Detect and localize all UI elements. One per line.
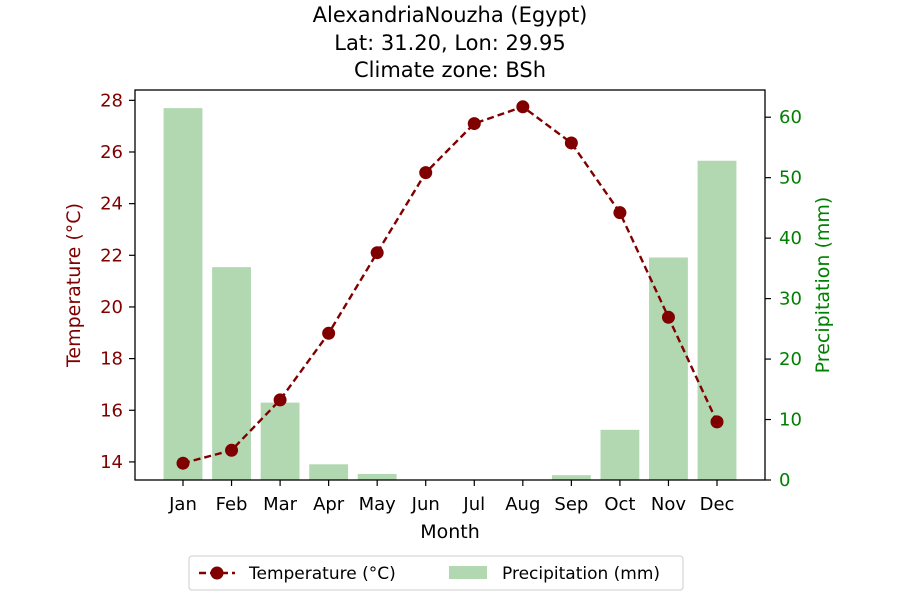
- temperature-point-aug: [516, 100, 530, 114]
- x-tick-label-mar: Mar: [263, 494, 298, 515]
- x-axis-label: Month: [420, 521, 480, 543]
- precipitation-tick-label-20: 20: [779, 349, 802, 370]
- x-tick-label-feb: Feb: [216, 494, 248, 515]
- precipitation-bar-apr: [309, 464, 349, 480]
- precipitation-bar-oct: [600, 429, 640, 480]
- temperature-tick-label-18: 18: [100, 349, 123, 370]
- temperature-point-jan: [176, 456, 190, 470]
- legend: Temperature (°C) Precipitation (mm): [188, 555, 684, 591]
- temperature-tick-label-22: 22: [100, 245, 123, 266]
- temperature-point-nov: [661, 310, 675, 324]
- x-tick-label-aug: Aug: [505, 494, 540, 515]
- temperature-tick-label-26: 26: [100, 142, 123, 163]
- temperature-point-dec: [710, 415, 724, 429]
- x-tick-label-may: May: [359, 494, 397, 515]
- legend-temperature-marker: [210, 566, 224, 580]
- temperature-point-jun: [419, 166, 433, 180]
- precipitation-axis: 0 10 20 30 40 50 60: [765, 107, 802, 491]
- temperature-point-apr: [322, 326, 336, 340]
- plot-area-frame: [134, 89, 766, 481]
- temperature-tick-label-16: 16: [100, 400, 123, 421]
- title-line-1: AlexandriaNouzha (Egypt): [313, 3, 588, 27]
- temperature-point-oct: [613, 206, 627, 220]
- temperature-point-mar: [273, 393, 287, 407]
- legend-precipitation-swatch: [449, 566, 487, 579]
- legend-frame: [188, 555, 684, 591]
- precipitation-tick-label-50: 50: [779, 168, 802, 189]
- x-tick-label-jan: Jan: [168, 494, 197, 515]
- title-line-3: Climate zone: BSh: [354, 58, 546, 82]
- x-tick-label-oct: Oct: [604, 494, 635, 515]
- x-tick-label-nov: Nov: [651, 494, 686, 515]
- temperature-tick-label-28: 28: [100, 90, 123, 111]
- precipitation-bar-may: [357, 473, 397, 480]
- chart-title: AlexandriaNouzha (Egypt) Lat: 31.20, Lon…: [313, 3, 588, 82]
- temperature-point-sep: [564, 136, 578, 150]
- temperature-axis-label: Temperature (°C): [63, 203, 85, 368]
- precipitation-tick-label-30: 30: [779, 289, 802, 310]
- precipitation-bar-dec: [697, 160, 737, 480]
- precipitation-bar-mar: [260, 402, 300, 480]
- title-line-2: Lat: 31.20, Lon: 29.95: [334, 31, 565, 55]
- precipitation-tick-label-0: 0: [779, 470, 790, 491]
- temperature-tick-label-14: 14: [100, 452, 123, 473]
- precipitation-axis-label: Precipitation (mm): [812, 197, 834, 374]
- temperature-tick-label-20: 20: [100, 297, 123, 318]
- temperature-point-jul: [467, 117, 481, 131]
- temperature-point-feb: [225, 443, 239, 457]
- precipitation-bar-nov: [649, 257, 688, 480]
- temperature-point-may: [370, 246, 384, 260]
- legend-precipitation-label: Precipitation (mm): [502, 564, 660, 584]
- x-tick-label-jul: Jul: [462, 494, 485, 515]
- temperature-axis: 14 16 18 20 22 24 26 28: [100, 90, 135, 473]
- precipitation-bar-jan: [163, 108, 203, 481]
- precipitation-bars: [163, 108, 737, 481]
- temperature-line: [176, 100, 724, 470]
- x-axis: Jan Feb Mar Apr May Jun Jul Aug Sep Oct Nov Dec: [168, 480, 734, 515]
- temperature-tick-label-24: 24: [100, 194, 123, 215]
- x-tick-label-jun: Jun: [411, 494, 440, 515]
- x-tick-label-dec: Dec: [700, 494, 735, 515]
- precipitation-tick-label-40: 40: [779, 228, 802, 249]
- x-tick-label-sep: Sep: [554, 494, 588, 515]
- precipitation-tick-label-60: 60: [779, 107, 802, 128]
- precipitation-bar-sep: [551, 475, 591, 480]
- temperature-series-line: [182, 105, 719, 465]
- legend-temperature-label: Temperature (°C): [248, 564, 396, 584]
- x-tick-label-apr: Apr: [313, 494, 345, 515]
- precipitation-tick-label-10: 10: [779, 410, 802, 431]
